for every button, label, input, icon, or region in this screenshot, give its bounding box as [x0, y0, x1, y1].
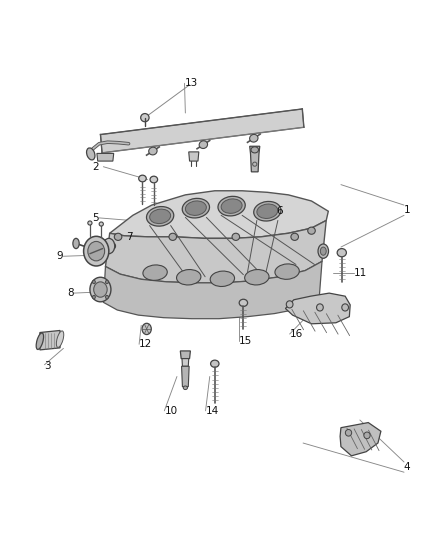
Ellipse shape: [317, 304, 323, 311]
Ellipse shape: [88, 241, 105, 261]
Ellipse shape: [108, 243, 116, 249]
Text: 6: 6: [276, 206, 283, 216]
Text: 11: 11: [353, 268, 367, 278]
Ellipse shape: [318, 244, 328, 259]
Ellipse shape: [250, 134, 258, 142]
Ellipse shape: [337, 248, 346, 257]
Text: 15: 15: [239, 336, 252, 346]
Ellipse shape: [149, 147, 157, 155]
Polygon shape: [103, 261, 322, 319]
Ellipse shape: [245, 270, 269, 285]
Ellipse shape: [183, 386, 187, 390]
Text: 1: 1: [404, 205, 410, 215]
Polygon shape: [189, 152, 199, 161]
Text: 16: 16: [290, 329, 303, 339]
Ellipse shape: [106, 280, 109, 284]
Ellipse shape: [254, 201, 281, 221]
Ellipse shape: [345, 430, 352, 436]
Ellipse shape: [308, 227, 315, 235]
Ellipse shape: [182, 198, 209, 218]
Ellipse shape: [36, 333, 43, 350]
Text: 12: 12: [139, 340, 152, 349]
Ellipse shape: [150, 209, 171, 223]
Ellipse shape: [139, 175, 146, 182]
Ellipse shape: [94, 282, 107, 297]
Ellipse shape: [90, 277, 111, 302]
Ellipse shape: [364, 432, 370, 439]
Ellipse shape: [99, 222, 103, 226]
Text: 4: 4: [404, 462, 410, 472]
Ellipse shape: [92, 295, 95, 299]
Ellipse shape: [185, 201, 206, 215]
Ellipse shape: [114, 233, 122, 240]
Ellipse shape: [150, 176, 158, 183]
Ellipse shape: [73, 238, 79, 248]
Ellipse shape: [218, 196, 245, 216]
Text: 3: 3: [45, 361, 51, 372]
Text: 8: 8: [67, 288, 74, 298]
Polygon shape: [40, 330, 60, 350]
Ellipse shape: [57, 331, 64, 348]
Text: 2: 2: [92, 161, 99, 172]
Ellipse shape: [103, 238, 115, 254]
Polygon shape: [97, 154, 114, 161]
Polygon shape: [106, 221, 326, 283]
Polygon shape: [100, 109, 304, 153]
Ellipse shape: [210, 271, 234, 286]
Ellipse shape: [142, 324, 151, 335]
Polygon shape: [286, 293, 350, 324]
Ellipse shape: [320, 247, 326, 255]
Polygon shape: [110, 191, 328, 238]
Ellipse shape: [275, 264, 299, 279]
Ellipse shape: [146, 207, 174, 226]
Polygon shape: [182, 366, 189, 387]
Ellipse shape: [88, 221, 92, 225]
Ellipse shape: [251, 147, 258, 153]
Polygon shape: [180, 351, 191, 359]
Ellipse shape: [143, 265, 167, 280]
Ellipse shape: [169, 233, 177, 240]
Ellipse shape: [286, 301, 293, 308]
Text: 9: 9: [57, 251, 64, 261]
Ellipse shape: [92, 280, 95, 284]
Polygon shape: [340, 423, 381, 456]
Ellipse shape: [291, 233, 298, 240]
Text: 14: 14: [205, 406, 219, 416]
Ellipse shape: [177, 270, 201, 285]
Ellipse shape: [84, 236, 109, 266]
Ellipse shape: [342, 304, 349, 311]
Polygon shape: [250, 146, 260, 172]
Ellipse shape: [106, 295, 109, 299]
Ellipse shape: [87, 148, 95, 160]
Text: 13: 13: [184, 78, 198, 88]
Ellipse shape: [141, 114, 149, 122]
Text: 10: 10: [164, 406, 177, 416]
Ellipse shape: [239, 299, 247, 306]
Ellipse shape: [211, 360, 219, 367]
Ellipse shape: [257, 204, 278, 219]
Ellipse shape: [199, 141, 208, 149]
Text: 7: 7: [126, 232, 133, 243]
Ellipse shape: [221, 199, 242, 213]
Ellipse shape: [232, 233, 240, 240]
Polygon shape: [182, 359, 189, 366]
Text: 5: 5: [92, 213, 99, 223]
